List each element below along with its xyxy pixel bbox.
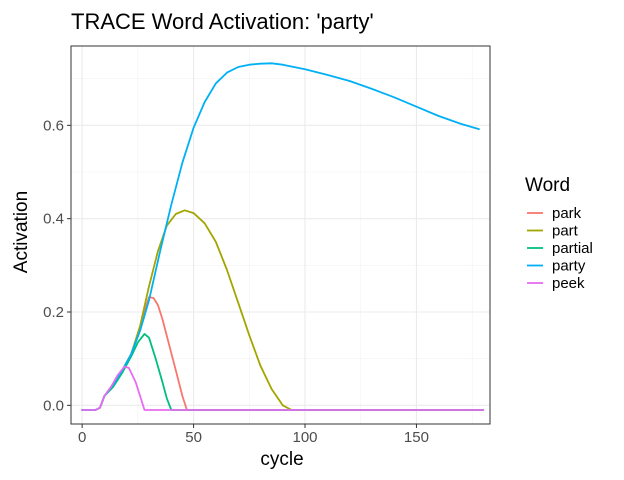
series-lines bbox=[81, 62, 485, 411]
x-tick-label: 50 bbox=[185, 429, 202, 446]
plot-panel bbox=[71, 46, 490, 424]
chart-title: TRACE Word Activation: 'party' bbox=[71, 9, 374, 34]
legend-label-part: part bbox=[552, 223, 579, 240]
legend-label-peek: peek bbox=[552, 275, 585, 292]
x-axis-title: cycle bbox=[260, 449, 303, 470]
y-tick-label: 0.0 bbox=[43, 397, 64, 414]
x-tick-label: 100 bbox=[293, 429, 318, 446]
y-tick-label: 0.6 bbox=[43, 117, 64, 134]
plot-border bbox=[70, 45, 491, 425]
y-tick-label: 0.4 bbox=[43, 211, 64, 228]
x-tick-label: 150 bbox=[404, 429, 429, 446]
x-tick-label: 0 bbox=[78, 429, 86, 446]
series-line-peek bbox=[81, 365, 485, 411]
legend-title: Word bbox=[525, 175, 570, 196]
legend-label-park: park bbox=[552, 205, 582, 222]
y-tick-label: 0.2 bbox=[43, 304, 64, 321]
y-axis: 0.0 0.2 0.4 0.6 bbox=[43, 117, 71, 414]
grid-minor bbox=[71, 46, 490, 424]
y-axis-title: Activation bbox=[11, 191, 32, 273]
legend-label-partial: partial bbox=[552, 240, 593, 257]
legend-label-party: party bbox=[552, 258, 586, 275]
plot-area bbox=[70, 45, 491, 425]
x-axis: 0 50 100 150 bbox=[78, 424, 429, 446]
grid-major bbox=[71, 46, 490, 424]
